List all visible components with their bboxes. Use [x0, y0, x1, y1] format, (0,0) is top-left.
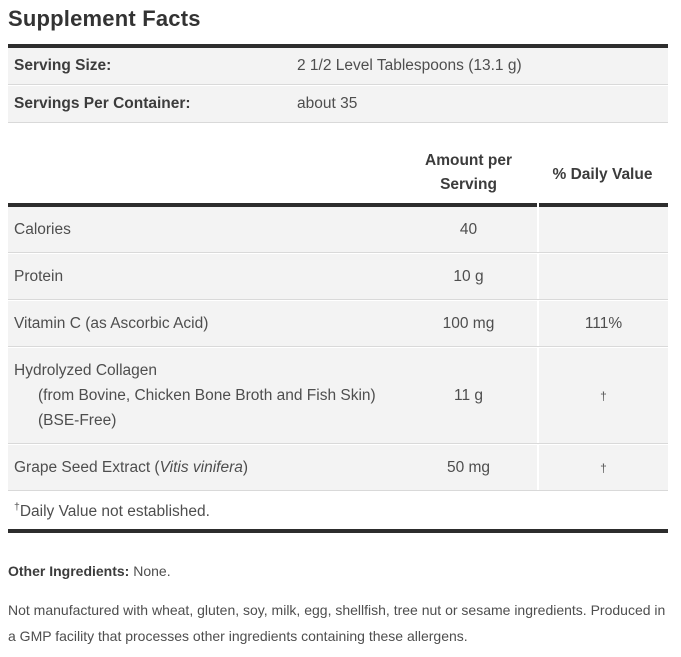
serving-size-label: Serving Size: — [14, 57, 112, 74]
serving-size-value: 2 1/2 Level Tablespoons (13.1 g) — [297, 57, 522, 74]
nutrient-daily-value — [537, 207, 668, 252]
servings-per-container-row: Servings Per Container: about 35 — [8, 85, 668, 123]
daily-value-footnote: †Daily Value not established. — [8, 491, 668, 529]
table-row-calories: Calories 40 — [8, 207, 668, 253]
nutrient-daily-value: † — [537, 445, 668, 490]
nutrient-name-prefix: Grape Seed Extract ( — [14, 459, 160, 476]
header-rule — [8, 203, 668, 207]
dagger-symbol: † — [14, 501, 20, 513]
other-ingredients-label: Other Ingredients: — [8, 563, 130, 579]
nutrient-amount: 10 g — [453, 267, 484, 285]
nutrient-name: Protein — [14, 268, 64, 285]
nutrient-daily-value: 111% — [537, 301, 668, 346]
supplement-facts-panel: Supplement Facts Serving Size: 2 1/2 Lev… — [8, 0, 668, 657]
table-row-vitamin-c: Vitamin C (as Ascorbic Acid) 100 mg 111% — [8, 300, 668, 347]
table-row-protein: Protein 10 g — [8, 253, 668, 300]
bottom-rule — [8, 529, 668, 533]
other-ingredients: Other Ingredients: None. — [8, 563, 668, 579]
other-ingredients-value: None. — [133, 563, 171, 579]
panel-title: Supplement Facts — [8, 6, 201, 31]
nutrient-name: Hydrolyzed Collagen (from Bovine, Chicke… — [8, 348, 400, 443]
nutrient-amount: 11 g — [453, 386, 484, 404]
nutrient-name-species: Vitis vinifera — [159, 459, 243, 476]
daily-value-header: % Daily Value — [552, 166, 653, 183]
nutrient-amount: 40 — [459, 220, 478, 238]
nutrient-name-detail: (from Bovine, Chicken Bone Broth and Fis… — [38, 387, 376, 429]
serving-size-row: Serving Size: 2 1/2 Level Tablespoons (1… — [8, 48, 668, 85]
nutrient-amount: 50 mg — [446, 458, 491, 476]
serving-info-table: Serving Size: 2 1/2 Level Tablespoons (1… — [8, 48, 668, 123]
nutrient-daily-value — [537, 254, 668, 299]
servings-per-container-value: about 35 — [297, 95, 358, 112]
nutrient-name: Grape Seed Extract (Vitis vinifera) — [8, 445, 400, 490]
footnote-text: Daily Value not established. — [19, 503, 210, 520]
top-rule — [8, 44, 668, 48]
nutrient-name: Calories — [14, 221, 71, 238]
nutrient-daily-value: † — [537, 348, 668, 443]
nutrient-table: Calories 40 Protein 10 g Vitamin C (as A… — [8, 207, 668, 491]
nutrient-table-header: Amount per Serving % Daily Value — [8, 149, 668, 203]
nutrient-name-suffix: ) — [242, 459, 249, 476]
nutrient-name-main: Hydrolyzed Collagen — [14, 362, 158, 379]
table-row-grape-seed-extract: Grape Seed Extract (Vitis vinifera) 50 m… — [8, 444, 668, 491]
amount-per-serving-header: Amount per Serving — [425, 152, 512, 193]
table-row-hydrolyzed-collagen: Hydrolyzed Collagen (from Bovine, Chicke… — [8, 347, 668, 444]
allergen-statement: Not manufactured with wheat, gluten, soy… — [8, 602, 666, 644]
nutrient-name: Vitamin C (as Ascorbic Acid) — [14, 315, 209, 332]
nutrient-amount: 100 mg — [442, 314, 495, 332]
servings-per-container-label: Servings Per Container: — [14, 95, 191, 112]
